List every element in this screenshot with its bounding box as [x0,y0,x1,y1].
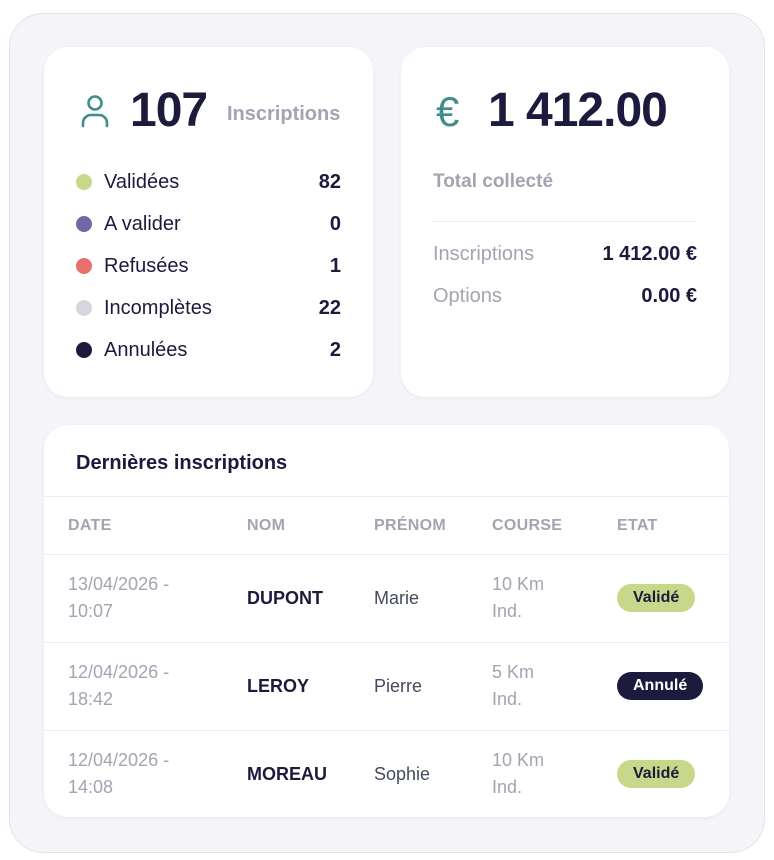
revenue-row-value: 0.00 € [641,284,697,307]
cell-course-line: 10 Km [492,750,545,770]
cell-course-line: Ind. [492,601,523,621]
inscriptions-label: Inscriptions [227,103,341,125]
revenue-row-value: 1 412.00 € [602,242,697,265]
status-row-a-valider: A valider 0 [76,211,341,237]
latest-inscriptions-card [44,425,729,817]
revenue-row-label: Options [433,284,502,307]
user-icon [81,95,109,128]
status-count: 22 [318,296,341,319]
status-row-annulees: Annulées 2 [76,337,341,363]
cell-course-line: Ind. [492,777,523,797]
status-badge: Annulé [617,672,704,700]
status-dot [76,342,92,358]
status-row-incompletes: Incomplètes 22 [76,295,341,321]
revenue-total: 1 412.00 [488,84,668,137]
cell-nom: LEROY [247,676,310,696]
euro-icon: € [436,88,460,135]
cell-date-line: 12/04/2026 - [68,750,170,770]
cell-course: 10 Km Ind. [492,747,572,801]
cell-course-line: Ind. [492,689,523,709]
revenue-row-label: Inscriptions [433,242,535,265]
column-header-date: DATE [68,517,112,534]
divider [44,642,729,643]
cell-course: 10 Km Ind. [492,571,572,625]
revenue-row-inscriptions: Inscriptions 1 412.00 € [433,241,697,267]
status-count: 0 [329,212,341,235]
status-count: 2 [329,338,341,361]
divider [44,730,729,731]
revenue-caption: Total collecté [433,171,554,192]
inscriptions-total: 107 [130,84,208,137]
status-badge: Validé [617,760,696,788]
cell-date: 13/04/2026 - 10:07 [68,571,218,625]
column-header-nom: NOM [247,517,286,534]
cell-course-line: 10 Km [492,574,545,594]
divider [433,221,697,222]
inscriptions-card [44,47,373,397]
cell-course: 5 Km Ind. [492,659,572,713]
column-header-prenom: PRÉNOM [374,517,447,534]
status-row-validees: Validées 82 [76,169,341,195]
cell-date-line: 12/04/2026 - [68,662,170,682]
cell-date: 12/04/2026 - 14:08 [68,747,218,801]
status-label: A valider [104,212,181,235]
column-header-etat: ETAT [617,517,658,534]
divider [44,496,729,497]
cell-date-line: 18:42 [68,689,114,709]
revenue-card [401,47,729,397]
status-dot [76,174,92,190]
status-count: 1 [329,254,341,277]
status-label: Refusées [104,254,189,277]
status-dot [76,300,92,316]
status-label: Incomplètes [104,296,212,319]
status-badge: Validé [617,584,696,612]
status-dot [76,258,92,274]
column-header-course: COURSE [492,517,563,534]
status-label: Annulées [104,338,188,361]
cell-nom: MOREAU [247,764,327,784]
revenue-row-options: Options 0.00 € [433,283,697,309]
cell-course-line: 5 Km [492,662,535,682]
table-title: Dernières inscriptions [76,452,288,474]
status-row-refusees: Refusées 1 [76,253,341,279]
cell-prenom: Sophie [374,764,431,784]
status-label: Validées [104,170,180,193]
status-dot [76,216,92,232]
divider [44,554,729,555]
cell-date-line: 13/04/2026 - [68,574,170,594]
cell-date: 12/04/2026 - 18:42 [68,659,218,713]
cell-nom: DUPONT [247,588,323,608]
cell-prenom: Marie [374,588,420,608]
cell-date-line: 14:08 [68,777,114,797]
cell-date-line: 10:07 [68,601,114,621]
cell-prenom: Pierre [374,676,423,696]
status-count: 82 [318,170,341,193]
